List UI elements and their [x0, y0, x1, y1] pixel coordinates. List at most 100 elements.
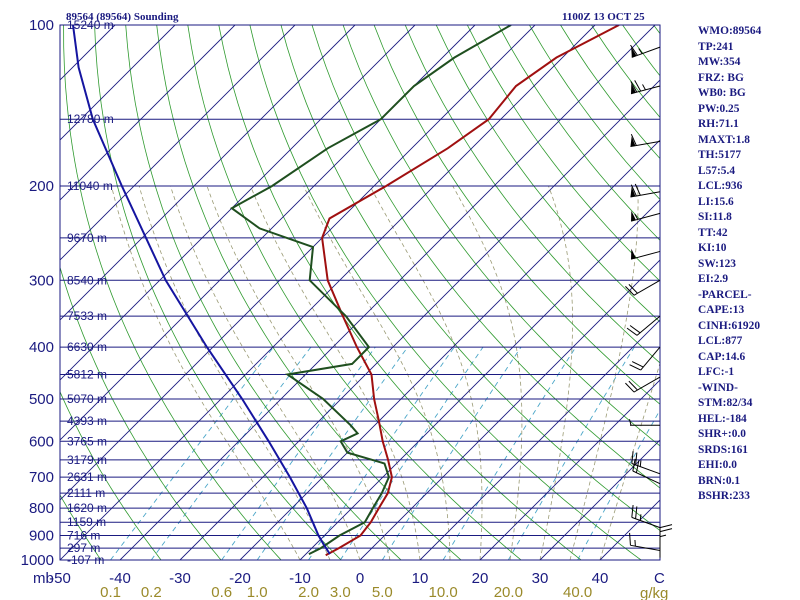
index-value: TP:241 [698, 40, 734, 53]
mixing-ratio-tick-label: 2.0 [298, 584, 319, 600]
index-value: LCL:877 [698, 335, 743, 347]
mixing-ratio-tick-label: 0.2 [141, 584, 162, 600]
indices-panel: WMO:89564 TP:241 MW:354 FRZ: BG WB0: BG PW:0.… [698, 24, 798, 505]
mixing-ratio-tick-label: 20.0 [494, 584, 523, 600]
temperature-tick-label: -30 [169, 570, 191, 587]
wind-barb-pennant [631, 46, 637, 58]
index-value: KI:10 [698, 242, 727, 254]
temperature-tick-label: 10 [412, 570, 429, 587]
wind-barb-pennant [631, 83, 636, 94]
wind-barb-feather [629, 532, 631, 546]
wind-barb [625, 279, 661, 296]
temperature-tick-label: 30 [532, 570, 549, 587]
index-value: CAPE:13 [698, 304, 745, 316]
wind-barb-feather [631, 505, 634, 518]
wind-barb-feather [625, 382, 635, 393]
index-value: L57:5.4 [698, 164, 736, 177]
index-value: SW:123 [698, 257, 736, 270]
index-value: -PARCEL- [698, 288, 752, 301]
height-label: 9670 m [67, 231, 107, 245]
height-label: 716 m [67, 529, 100, 543]
wind-barb-half-feather [629, 419, 632, 426]
isotherm-line [539, 439, 660, 560]
wind-barb-feather [628, 284, 638, 294]
wind-barb-pennant [631, 210, 636, 222]
wind-barb [631, 505, 661, 529]
pressure-tick-label: 900 [29, 528, 54, 545]
wind-barb-pennant [631, 248, 636, 260]
mixing-ratio-line [308, 346, 455, 560]
isotherm-line [239, 139, 660, 560]
wind-barb-feather [635, 460, 640, 473]
height-label: 8540 m [67, 273, 107, 287]
wind-barb [631, 451, 661, 475]
wind-barb-feather [631, 361, 644, 368]
height-label: 3765 m [67, 434, 107, 448]
wind-barb-feather [631, 451, 634, 464]
index-value: -WIND- [698, 381, 738, 394]
index-value: TT:42 [698, 226, 728, 239]
pressure-unit-label: mb [33, 570, 54, 587]
wind-barb-staff [632, 470, 661, 485]
isotherm-line [60, 25, 236, 201]
wind-barb-half-feather [638, 48, 643, 54]
height-label: 297 m [67, 541, 100, 555]
index-value: FRZ: BG [698, 71, 744, 84]
pressure-tick-label: 300 [29, 272, 54, 289]
mixing-ratio-tick-label: 3.0 [330, 584, 351, 600]
mixing-ratio-tick-label: 0.1 [100, 584, 121, 600]
height-label: 7533 m [67, 309, 107, 323]
mixing-unit-label: g/kg [640, 585, 668, 600]
index-value: PW:0.25 [698, 102, 740, 115]
pressure-tick-label: 600 [29, 433, 54, 450]
wind-barb-half-feather [659, 534, 667, 538]
wind-barb-feather [635, 452, 638, 465]
dry-adiabat-line [125, 25, 402, 560]
isotherms [60, 25, 660, 560]
pressure-tick-label: 800 [29, 500, 54, 517]
height-label: 2631 m [67, 470, 107, 484]
index-value: WB0: BG [698, 87, 746, 99]
plot-frame [59, 24, 661, 561]
dry-adiabat-line [94, 25, 342, 560]
wind-barb-feather [629, 364, 641, 371]
temperature-tick-label: 20 [472, 570, 489, 587]
wind-barb-half-feather [642, 84, 646, 91]
index-value: EI:2.9 [698, 273, 729, 285]
wind-barb [630, 210, 661, 222]
isotherm-line [60, 25, 356, 321]
wind-barb-pennant [630, 186, 636, 197]
isotherm-line [119, 25, 656, 560]
wind-barb-feather [630, 81, 638, 93]
height-label: 2111 m [67, 486, 105, 500]
wind-barb-feather [659, 524, 673, 529]
height-labels: 15240 m 12780 m 11040 m 9670 m 8540 m 7533 m 6… [67, 18, 114, 567]
index-value: MAXT:1.8 [698, 133, 750, 146]
temperature-tick-label: -20 [229, 570, 251, 587]
isotherm-line [60, 25, 536, 501]
index-value: HEL:-184 [698, 412, 747, 425]
wind-barb-feather [659, 528, 673, 533]
mixing-ratio-ticks: 0.1 0.2 0.6 1.0 2.0 3.0 5.0 10.0 20.0 40.0 [100, 584, 592, 600]
wind-barb-feather [634, 183, 641, 196]
pressure-tick-label: 400 [29, 339, 54, 356]
isotherm-line [179, 79, 660, 560]
wind-barb-feather [630, 44, 638, 56]
wind-barb [630, 44, 661, 58]
wind-barb-staff [633, 376, 661, 393]
index-value: MW:354 [698, 56, 741, 68]
wind-barb-feather [635, 506, 638, 519]
wind-barb-feather [625, 286, 635, 296]
wind-barb [630, 183, 661, 198]
isotherm-line [479, 379, 660, 560]
isobars [60, 24, 660, 561]
mixing-ratio-tick-label: 40.0 [563, 584, 592, 600]
height-label: 1620 m [67, 501, 107, 515]
mixing-ratio-line [339, 346, 484, 560]
index-value: EHI:0.0 [698, 459, 737, 471]
moist-adiabat-line [170, 185, 361, 560]
wind-barb-staff [631, 516, 661, 529]
wind-barb [629, 346, 661, 371]
wind-barb-pennant [630, 136, 636, 147]
